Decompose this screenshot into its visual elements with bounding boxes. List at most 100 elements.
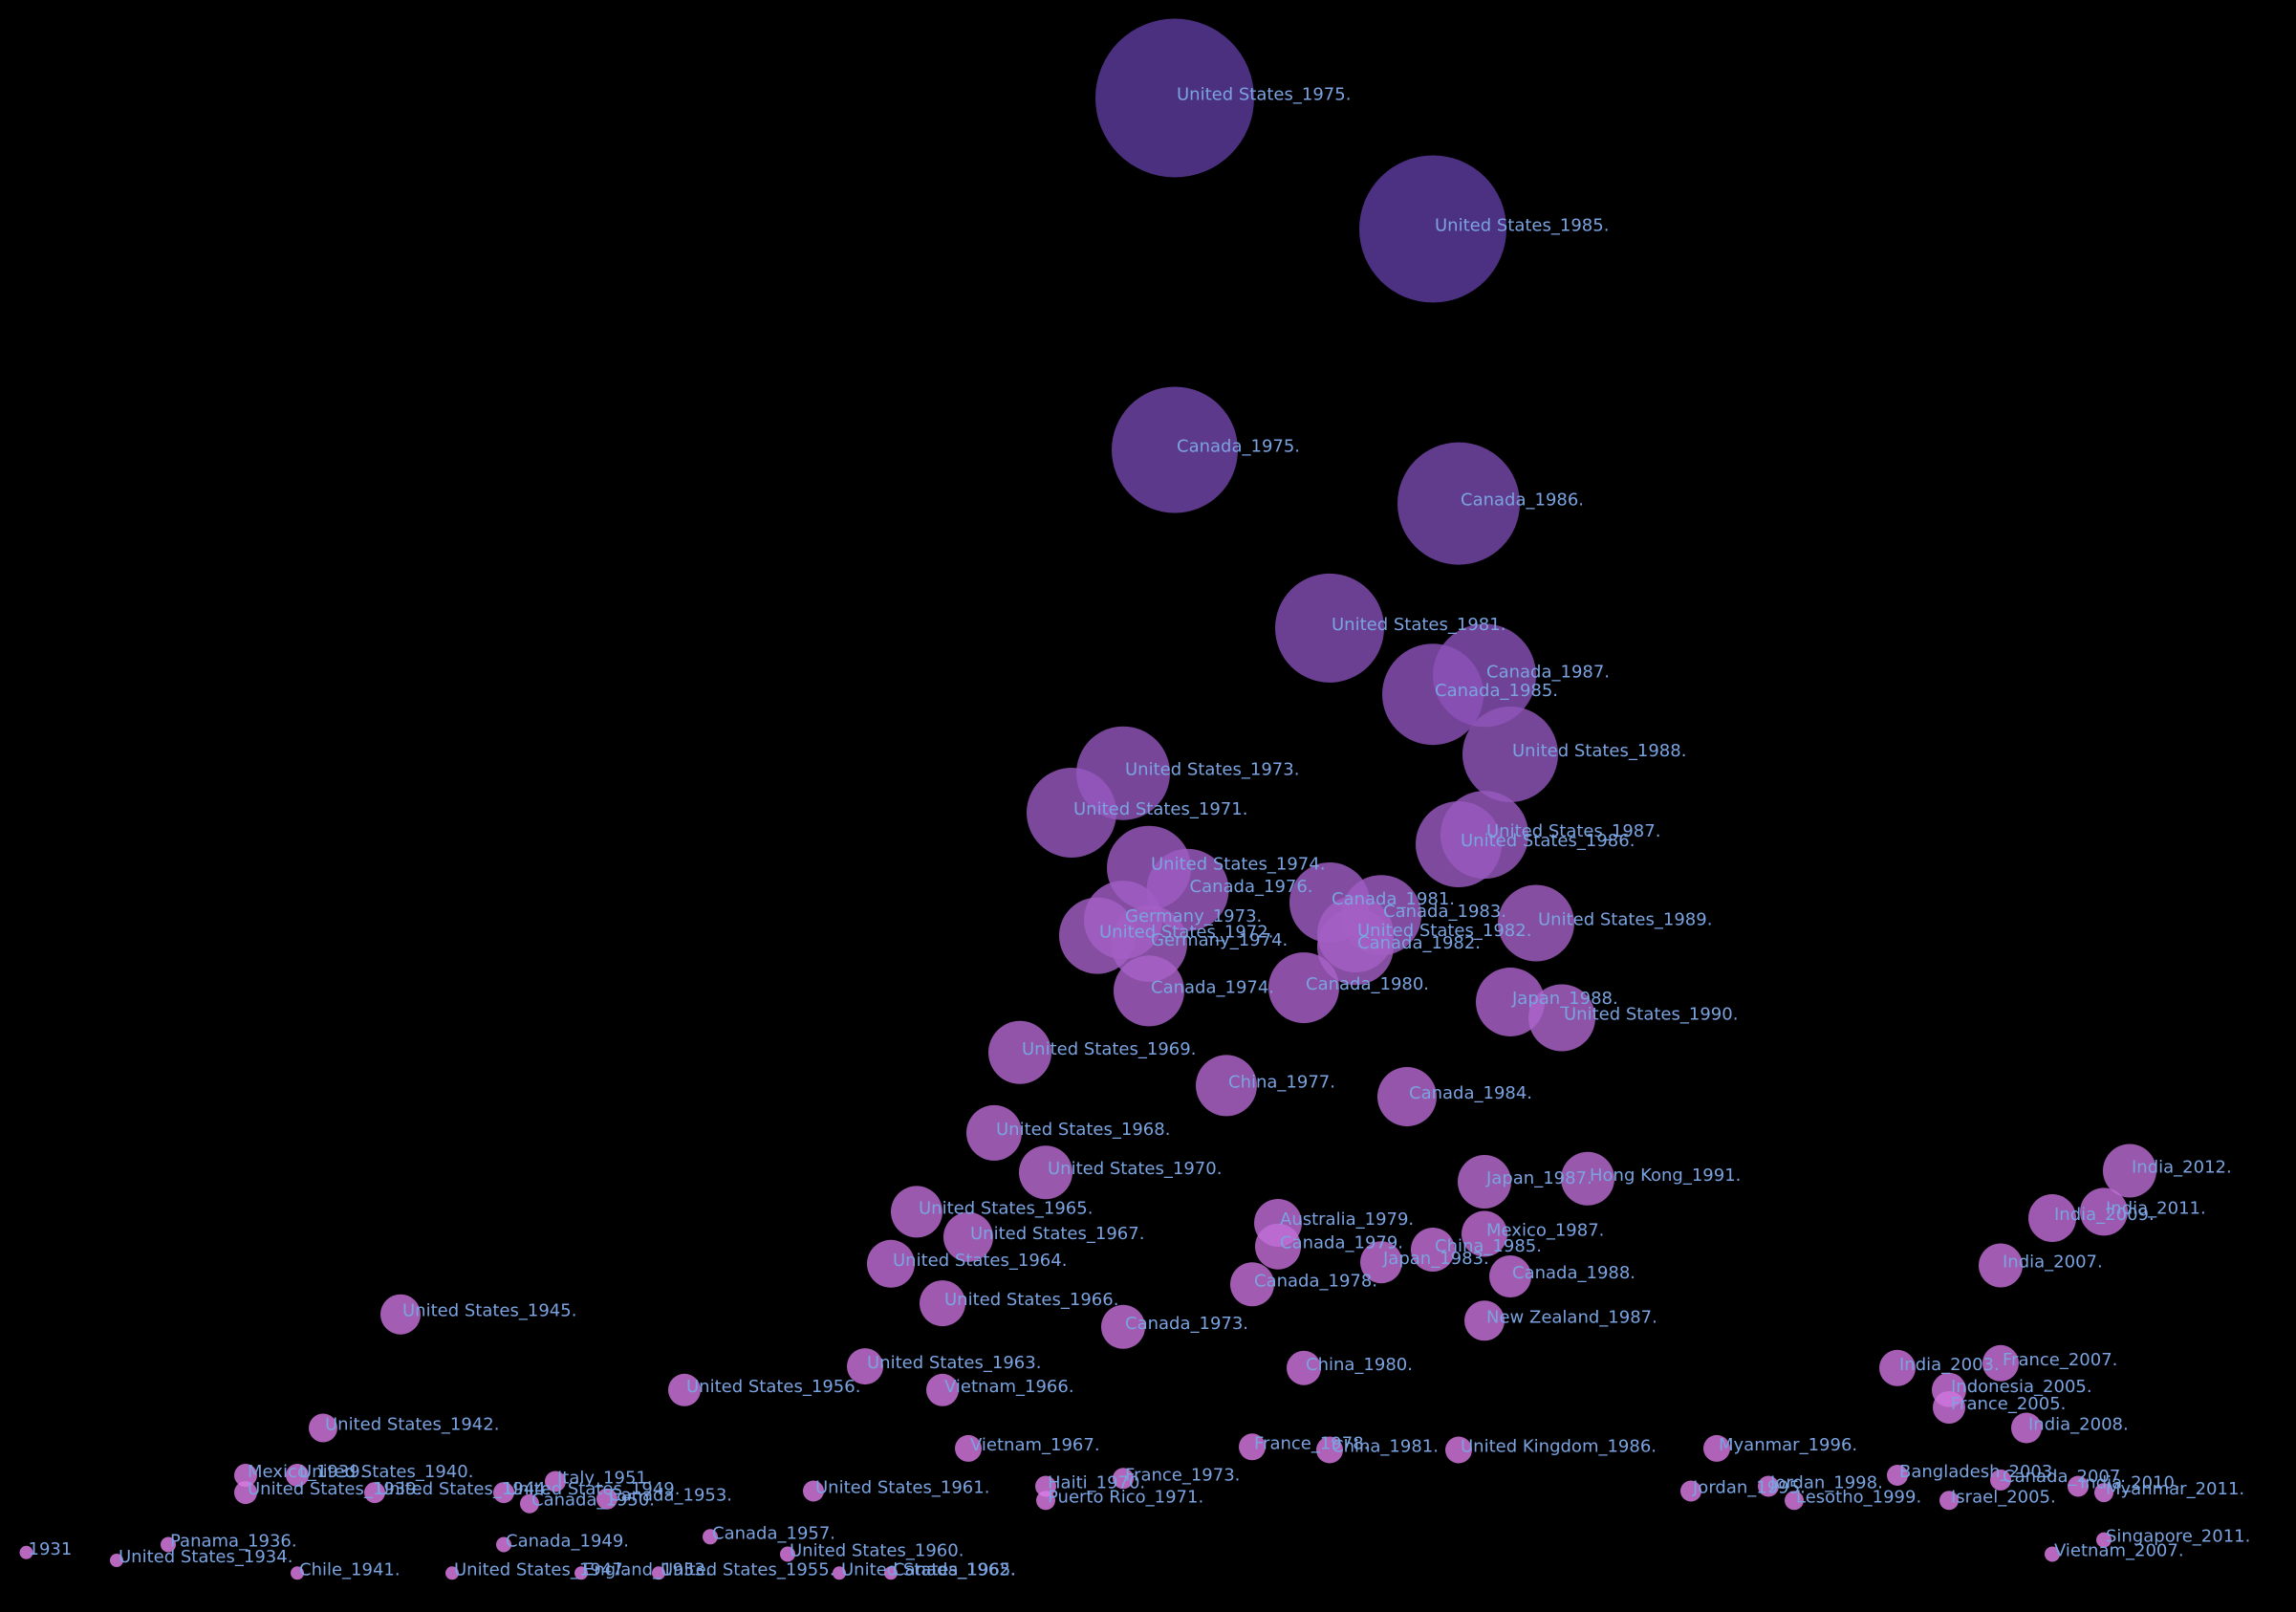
bubble-label: Canada_1982.	[1357, 933, 1481, 953]
bubble-label: United States_1968.	[996, 1120, 1170, 1140]
bubble-label: Mexico_1987.	[1486, 1221, 1604, 1241]
bubble-label: Japan_1987.	[1485, 1168, 1592, 1188]
bubble-label: Hong Kong_1991.	[1590, 1165, 1741, 1186]
bubble-label: Israel_2005.	[1951, 1487, 2056, 1507]
bubble-label: Canada_1979.	[1280, 1233, 1403, 1253]
bubble-label: United States_1969.	[1022, 1039, 1196, 1059]
bubble-label: United States_1942.	[325, 1415, 499, 1435]
bubble-label: United States_1962.	[841, 1559, 1015, 1579]
bubble-label: United States_1960.	[790, 1541, 964, 1561]
bubble-point	[1680, 1480, 1701, 1502]
bubble-point	[703, 1529, 718, 1545]
bubble-point	[2045, 1546, 2060, 1562]
bubble-point	[1462, 706, 1558, 802]
bubble-label: India_2011.	[2106, 1198, 2206, 1218]
bubble-point	[161, 1536, 176, 1553]
bubble-label: Panama_1936.	[170, 1532, 297, 1552]
bubble-label: Canada_1950.	[531, 1491, 655, 1511]
bubble-point	[520, 1493, 539, 1514]
bubble-label: Bangladesh_2003.	[1899, 1462, 2058, 1482]
bubble-label: Canada_1978.	[1254, 1271, 1377, 1291]
bubble-point	[574, 1566, 588, 1580]
bubble-label: Canada_1965.	[893, 1559, 1016, 1579]
bubble-point	[286, 1464, 309, 1487]
bubble-label: United States_1949.	[506, 1479, 680, 1499]
bubble-point	[380, 1294, 421, 1335]
bubble-label: France_2005.	[1951, 1394, 2066, 1414]
bubble-label: Vietnam_1966.	[944, 1377, 1074, 1397]
bubble-point	[1382, 643, 1484, 746]
bubble-label: 1931	[29, 1539, 73, 1559]
bubble-label: Canada_1984.	[1409, 1083, 1532, 1103]
bubble-point	[1230, 1262, 1274, 1307]
bubble-label: United States_1974.	[1151, 855, 1325, 875]
bubble-point	[943, 1211, 993, 1262]
bubble-point	[1464, 1300, 1505, 1341]
bubble-point	[1887, 1465, 1908, 1486]
bubble-label: France_1978.	[1254, 1433, 1369, 1453]
bubble-point	[1528, 984, 1595, 1052]
bubble-label: China_1985.	[1435, 1236, 1542, 1256]
bubble-label: Germany_1974.	[1151, 930, 1288, 950]
bubble-label: Canada_1975.	[1177, 437, 1300, 457]
bubble-point	[1982, 1344, 2019, 1382]
bubble-label: United States_1971.	[1073, 799, 1247, 819]
bubble-point	[496, 1536, 511, 1553]
bubble-label: United States_1973.	[1125, 760, 1299, 780]
bubble-label: Jordan_1998.	[1769, 1473, 1883, 1493]
bubble-label: United States_1966.	[944, 1290, 1118, 1310]
bubble-point	[2028, 1194, 2076, 1242]
bubble-point	[1445, 1436, 1472, 1464]
bubble-point	[1979, 1243, 2023, 1288]
bubble-point	[1027, 768, 1116, 858]
bubble-point	[884, 1566, 898, 1580]
bubble-label: Canada_1987.	[1486, 662, 1610, 682]
bubble-label: Vietnam_1967.	[970, 1435, 1100, 1455]
bubble-label: Canada_1949.	[506, 1532, 629, 1552]
bubble-point	[1113, 1468, 1134, 1490]
bubble-point	[1933, 1391, 1965, 1424]
bubble-point	[1561, 1151, 1614, 1206]
bubble-point	[1489, 1255, 1531, 1297]
bubble-label: Singapore_2011.	[2106, 1527, 2250, 1547]
bubble-point	[2080, 1187, 2128, 1236]
bubble-point	[1462, 1210, 1507, 1257]
bubble-point	[2094, 1483, 2113, 1503]
bubble-label: Myanmar_1996.	[1719, 1435, 1857, 1455]
bubble-label: China_1980.	[1306, 1355, 1413, 1375]
bubble-point	[988, 1020, 1051, 1084]
bubble-point	[2011, 1412, 2042, 1444]
bubble-point	[1095, 18, 1254, 178]
bubble-label: United Kingdom_1986.	[1461, 1437, 1657, 1457]
bubble-point	[955, 1434, 982, 1462]
bubble-label: Japan_1988.	[1511, 989, 1618, 1009]
bubble-label: Australia_1979.	[1280, 1209, 1414, 1230]
bubble-point	[1316, 1436, 1343, 1464]
bubble-point	[847, 1348, 883, 1385]
bubble-label: Canada_1973.	[1125, 1314, 1248, 1334]
bubble-point	[1287, 1350, 1321, 1385]
bubble-point	[1255, 1223, 1301, 1270]
bubble-point	[596, 1488, 617, 1510]
bubble-point	[867, 1239, 915, 1288]
bubble-point	[1268, 952, 1339, 1024]
bubble-label: Canada_1957.	[712, 1523, 835, 1543]
bubble-point	[234, 1481, 257, 1505]
bubble-label: India_2010.	[2080, 1473, 2180, 1493]
bubble-point	[1397, 442, 1520, 565]
bubble-point	[19, 1545, 33, 1559]
bubble-label: Mexico_1939.	[248, 1462, 365, 1482]
bubble-point	[966, 1104, 1022, 1161]
bubble-label: New Zealand_1987.	[1486, 1307, 1657, 1327]
bubble-point	[1114, 955, 1184, 1027]
bubble-label: United States_1987.	[1486, 821, 1660, 841]
bubble-point	[1458, 1155, 1511, 1209]
bubble-layer	[19, 18, 2156, 1580]
bubble-label: England_1953.	[583, 1559, 711, 1579]
bubble-label: United States_1955.	[661, 1559, 834, 1579]
bubble-point	[445, 1566, 459, 1580]
bubble-point	[1416, 801, 1502, 887]
bubble-point	[780, 1546, 795, 1562]
bubble-label: Canada_1986.	[1461, 490, 1584, 511]
bubble-point	[1196, 1055, 1257, 1117]
